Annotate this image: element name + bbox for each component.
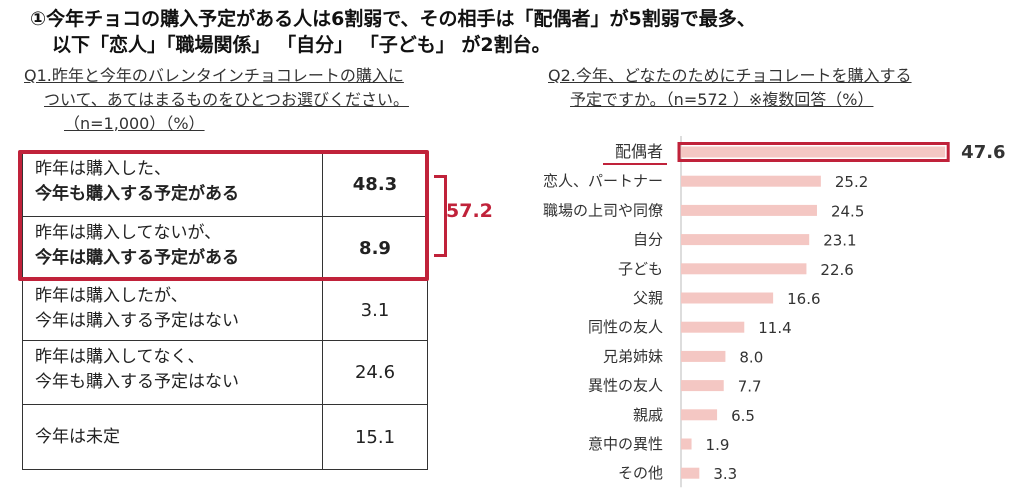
category-label: 恋人、パートナー <box>543 172 663 190</box>
headline: ①今年チョコの購入予定がある人は6割弱で、その相手は「配偶者」が5割弱で最多、 … <box>30 6 1020 58</box>
row-value: 8.9 <box>359 237 391 259</box>
row-label-line1: 今年は未定 <box>35 426 120 447</box>
row-label-line2: 今年は購入する予定はない <box>35 311 239 331</box>
q1-title-line1: Q1.昨年と今年のバレンタインチョコレートの購入に <box>24 66 404 85</box>
category-label: 同性の友人 <box>588 318 663 336</box>
q1-title: Q1.昨年と今年のバレンタインチョコレートの購入に ついて、あてはまるものをひと… <box>24 64 514 136</box>
table-row: 昨年は購入してないが、 今年は購入する予定がある 8.9 <box>22 217 428 280</box>
row-label: 今年は未定 <box>23 405 323 469</box>
q2-title-line2: 予定ですか。（n=572 ）※複数回答（%） <box>570 90 874 109</box>
bar <box>681 234 810 246</box>
table-row: 昨年は購入したが、 今年は購入する予定はない 3.1 <box>22 280 428 341</box>
row-label: 昨年は購入してないが、 今年は購入する予定がある <box>23 217 323 279</box>
category-label: その他 <box>618 464 663 482</box>
category-label: 異性の友人 <box>588 377 663 395</box>
row-label-line2: 今年も購入する予定はない <box>35 372 239 392</box>
bar-highlight-outline <box>677 142 950 162</box>
row-label: 昨年は購入したが、 今年は購入する予定はない <box>23 280 323 340</box>
category-label: 子ども <box>618 260 663 278</box>
category-label: 自分 <box>633 231 663 249</box>
category-label: 兄弟姉妹 <box>603 347 663 365</box>
row-label-line1: 昨年は購入した、 <box>35 159 171 179</box>
table-row: 今年は未定 15.1 <box>22 405 428 470</box>
q1-table: 昨年は購入した、 今年も購入する予定がある 48.3 昨年は購入してないが、 今… <box>22 152 428 470</box>
q2-title: Q2.今年、どなたのためにチョコレートを購入する 予定ですか。（n=572 ）※… <box>548 64 1018 112</box>
headline-line2: 以下「恋人」「職場関係」 「自分」 「子ども」 が2割台。 <box>52 34 551 56</box>
value-label: 7.7 <box>738 378 762 396</box>
row-label: 昨年は購入してなく、 今年も購入する予定はない <box>23 341 323 404</box>
bar <box>681 321 745 333</box>
row-value: 24.6 <box>354 362 396 383</box>
highlight-box <box>18 150 429 281</box>
value-label: 8.0 <box>739 348 763 366</box>
value-label: 1.9 <box>706 436 730 454</box>
value-label: 22.6 <box>820 261 853 279</box>
row-value: 48.3 <box>352 174 398 195</box>
bar <box>681 292 774 304</box>
row-label-line1: 昨年は購入してないが、 <box>35 223 222 243</box>
category-label: 意中の異性 <box>588 435 663 453</box>
row-label-line2: 今年は購入する予定がある <box>35 248 239 268</box>
row-label-line2: 今年も購入する予定がある <box>35 184 239 204</box>
bar <box>681 146 946 158</box>
value-label: 3.3 <box>713 465 737 483</box>
row-label-line1: 昨年は購入したが、 <box>35 286 188 306</box>
category-label: 父親 <box>633 289 663 307</box>
value-label: 6.5 <box>731 407 755 425</box>
value-label: 24.5 <box>831 202 864 220</box>
sum-bracket <box>434 175 447 257</box>
highlight-sum: 57.2 <box>446 200 493 222</box>
bar <box>681 467 700 479</box>
q1-title-line3: （n=1,000）（%） <box>64 114 205 133</box>
table-row: 昨年は購入してなく、 今年も購入する予定はない 24.6 <box>22 341 428 405</box>
row-label-line1: 昨年は購入してなく、 <box>35 347 205 367</box>
bar <box>681 263 807 275</box>
value-label: 16.6 <box>787 290 820 308</box>
bar <box>681 204 817 216</box>
bar <box>681 350 726 362</box>
q1-title-line2: ついて、あてはまるものをひとつお選びください。 <box>44 90 409 109</box>
row-label: 昨年は購入した、 今年も購入する予定がある <box>23 153 323 216</box>
row-value: 15.1 <box>354 426 396 448</box>
headline-line1: ①今年チョコの購入予定がある人は6割弱で、その相手は「配偶者」が5割弱で最多、 <box>30 8 756 30</box>
category-label: 職場の上司や同僚 <box>543 201 663 219</box>
bar <box>681 380 724 392</box>
category-label: 親戚 <box>633 406 663 424</box>
bar <box>681 175 821 187</box>
q2-bar-chart: 配偶者 47.6 恋人、パートナー 25.2 職場の上司や同僚 24.5 自分 23.1 子ども… <box>543 136 1006 488</box>
value-label: 23.1 <box>823 232 856 250</box>
q2-title-line1: Q2.今年、どなたのためにチョコレートを購入する <box>548 66 912 85</box>
category-label: 配偶者 <box>615 142 663 161</box>
value-label: 11.4 <box>758 319 791 337</box>
value-label: 25.2 <box>835 173 868 191</box>
bar <box>681 409 718 421</box>
table-row: 昨年は購入した、 今年も購入する予定がある 48.3 <box>22 153 428 217</box>
bar <box>681 438 692 450</box>
value-label: 47.6 <box>961 142 1005 163</box>
row-value: 3.1 <box>360 299 390 321</box>
